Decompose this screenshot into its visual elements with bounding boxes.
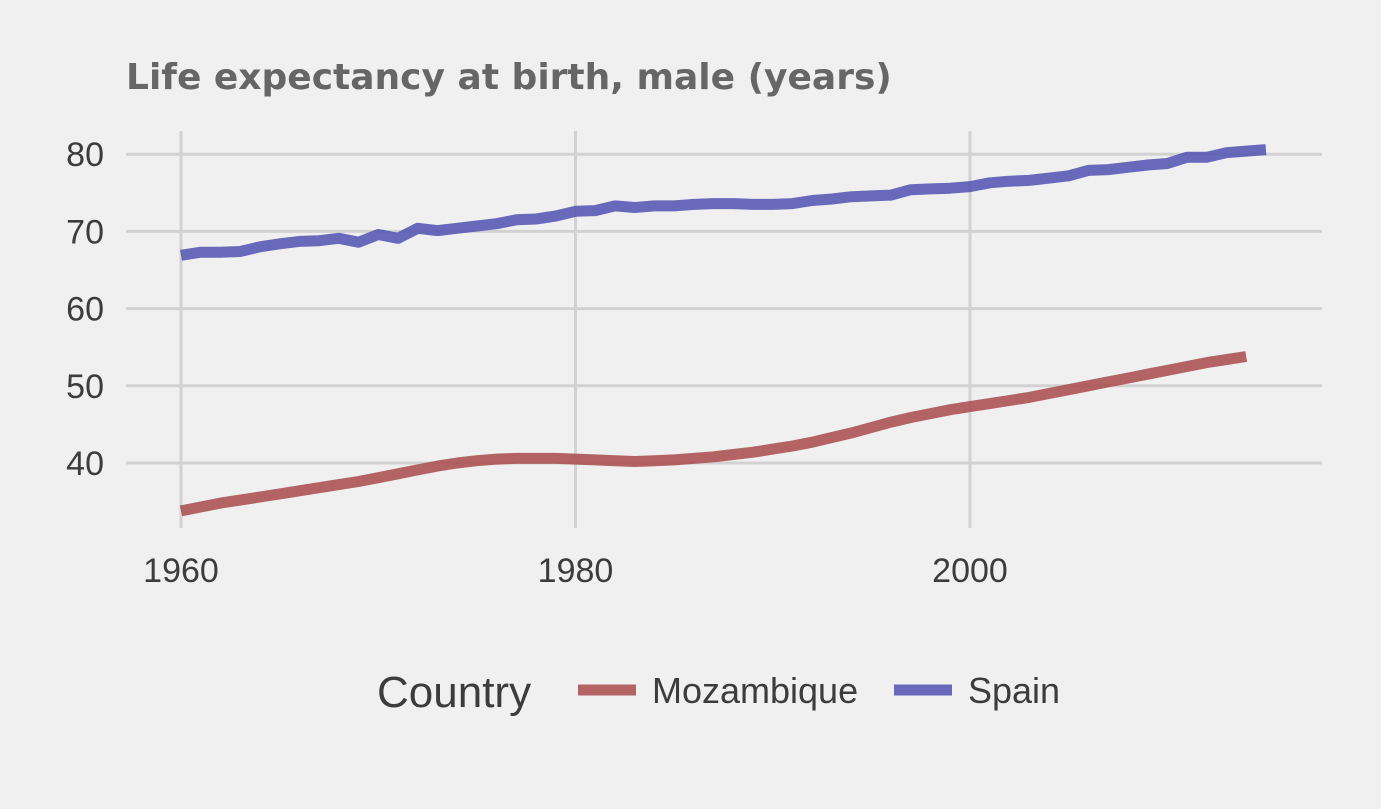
series-line-spain	[180, 144, 1267, 261]
y-tick-label: 80	[66, 136, 104, 174]
y-tick-label: 70	[66, 213, 104, 251]
x-tick-label: 2000	[932, 552, 1008, 590]
legend: Country Mozambique Spain	[377, 668, 1060, 717]
legend-label-spain: Spain	[968, 670, 1060, 711]
x-tick-label: 1960	[143, 552, 219, 590]
legend-label-mozambique: Mozambique	[652, 670, 858, 711]
series-layer	[179, 144, 1267, 517]
y-tick-label: 40	[66, 445, 104, 483]
series-line-mozambique	[179, 351, 1248, 517]
y-tick-label: 50	[66, 368, 104, 406]
tick-labels: 40 50 60 70 80 1960 1980 2000	[66, 136, 1008, 590]
y-tick-label: 60	[66, 291, 104, 329]
x-tick-label: 1980	[538, 552, 614, 590]
grid	[126, 131, 1322, 528]
legend-title: Country	[377, 668, 531, 717]
chart-title: Life expectancy at birth, male (years)	[126, 57, 892, 98]
